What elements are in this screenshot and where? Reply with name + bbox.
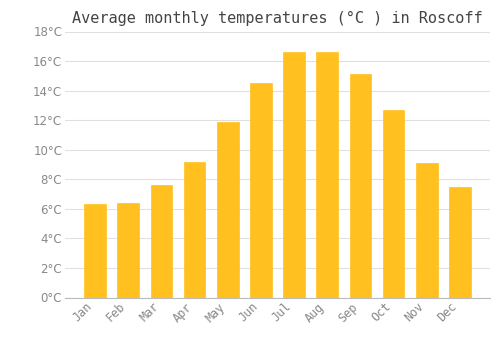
Bar bbox=[250, 83, 272, 298]
Title: Average monthly temperatures (°C ) in Roscoff: Average monthly temperatures (°C ) in Ro… bbox=[72, 11, 483, 26]
Bar bbox=[118, 203, 139, 298]
Bar bbox=[184, 162, 206, 298]
Bar bbox=[84, 204, 106, 298]
Bar bbox=[449, 187, 470, 298]
Bar bbox=[217, 122, 238, 298]
Bar bbox=[383, 110, 404, 298]
Bar bbox=[284, 52, 305, 298]
Bar bbox=[150, 185, 172, 298]
Bar bbox=[316, 52, 338, 298]
Bar bbox=[416, 163, 438, 298]
Bar bbox=[350, 74, 371, 298]
